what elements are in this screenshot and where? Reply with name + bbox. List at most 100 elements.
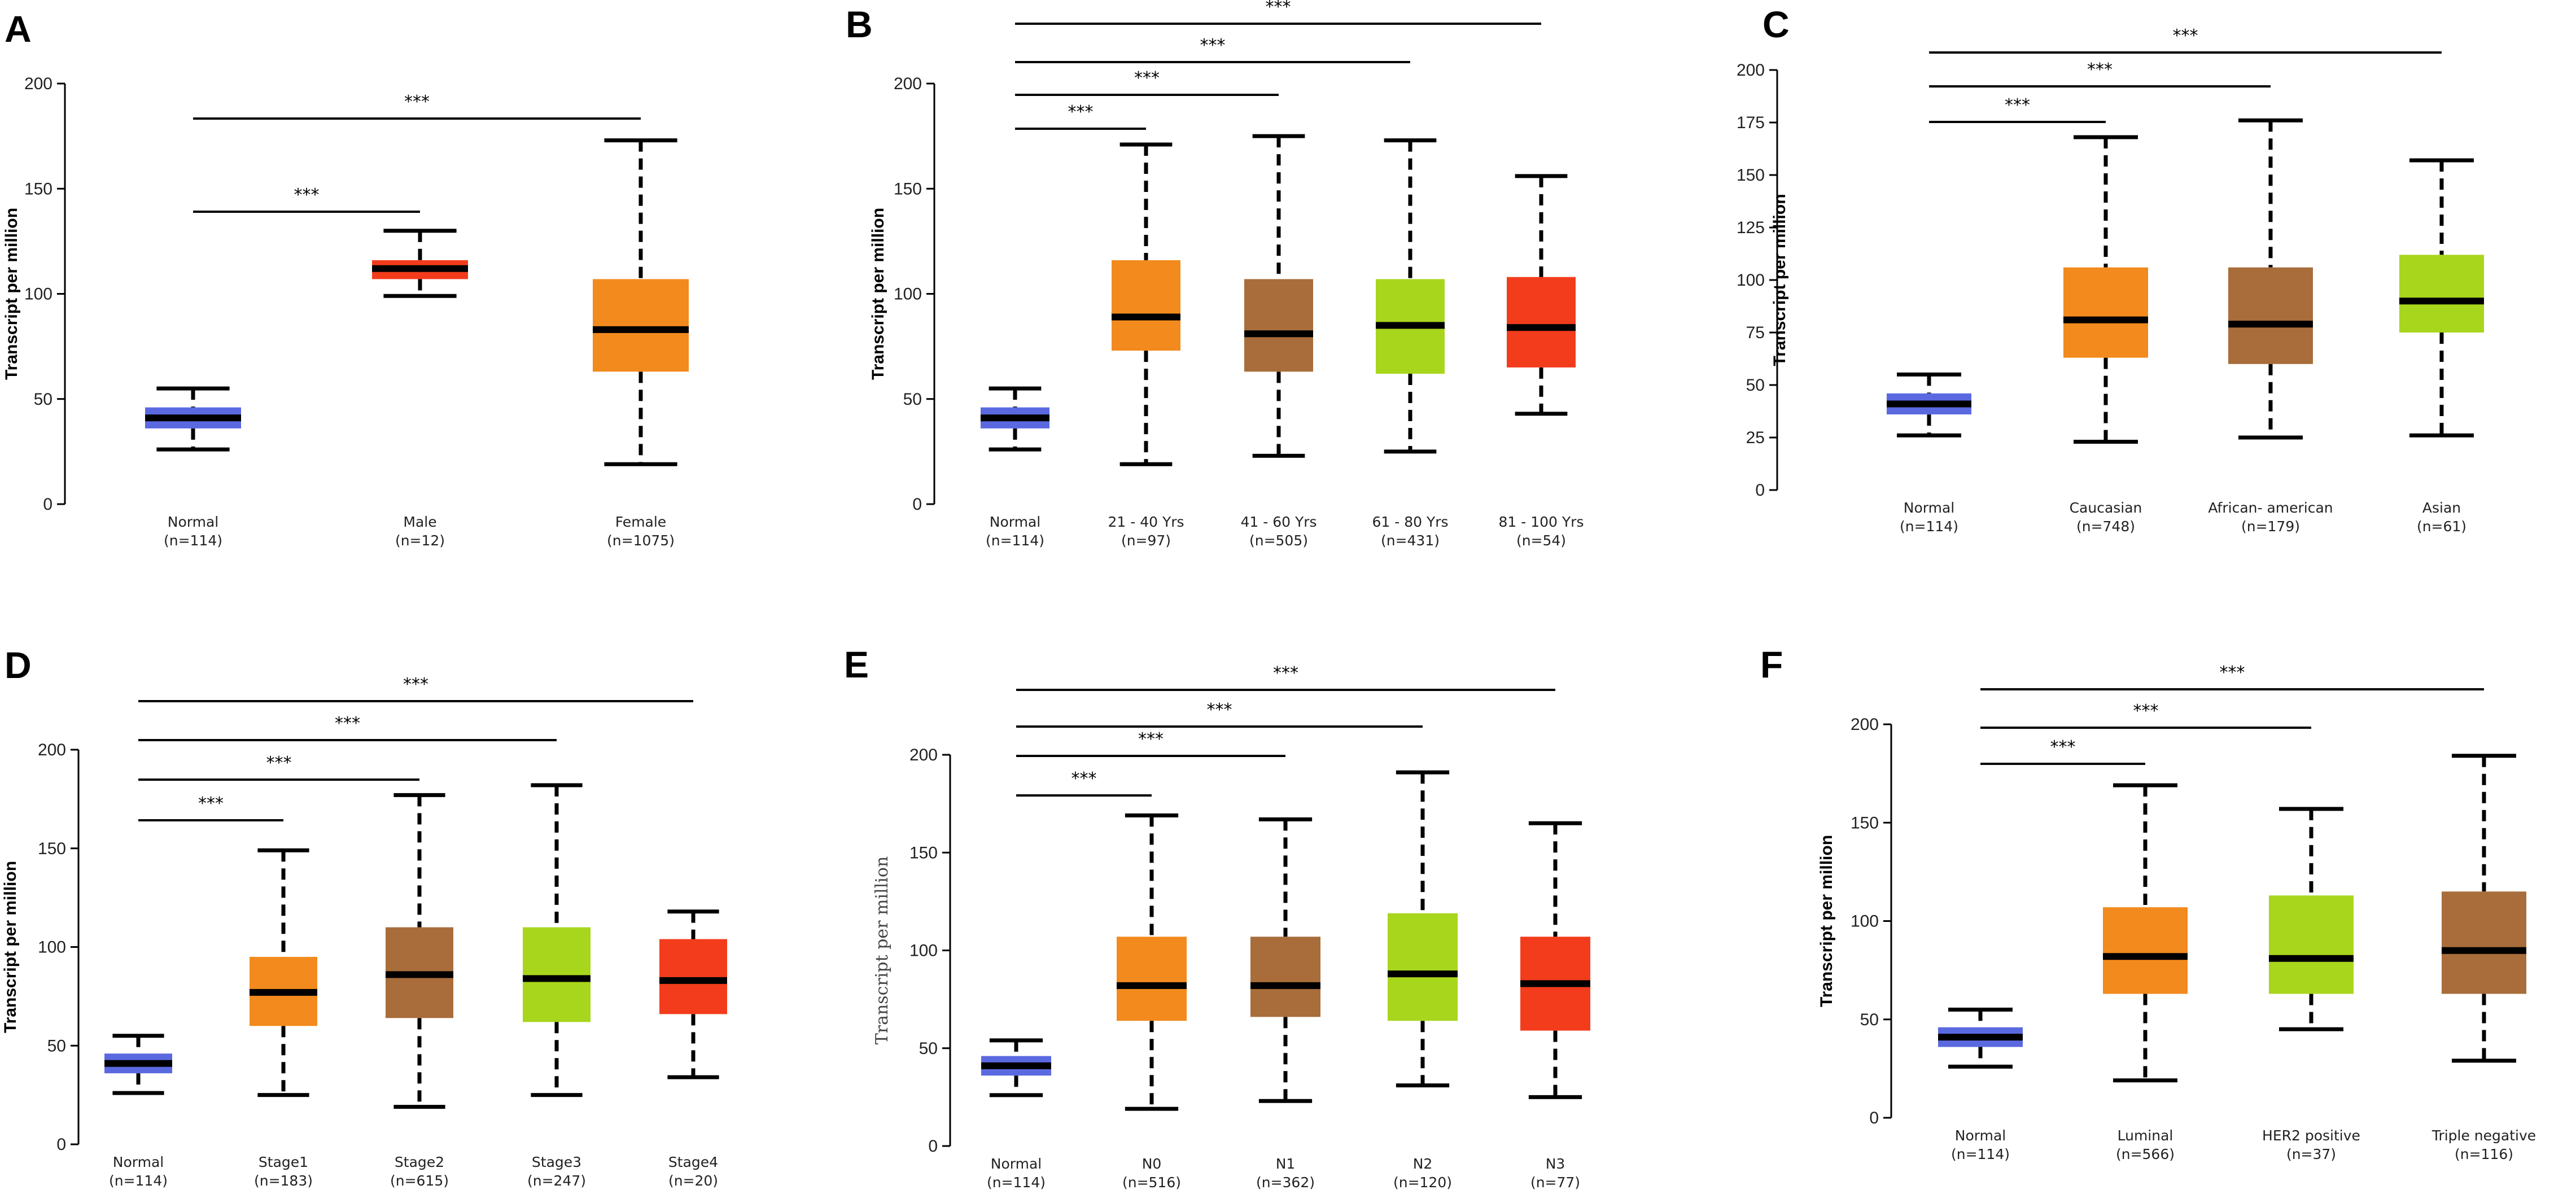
box-asian xyxy=(2399,158,2484,438)
y-tick-label: 50 xyxy=(919,1039,938,1058)
x-category-label: Stage1 xyxy=(259,1154,308,1170)
x-sample-size-label: (n=114) xyxy=(1951,1146,2010,1162)
significance-label: *** xyxy=(266,753,292,773)
x-category-label: Female xyxy=(615,514,666,530)
x-category-label: Stage2 xyxy=(395,1154,444,1170)
significance-label: *** xyxy=(2220,663,2245,683)
x-category-label: Triple negative xyxy=(2431,1127,2536,1144)
significance-label: *** xyxy=(335,714,360,733)
significance-label: *** xyxy=(2133,701,2159,721)
box-luminal xyxy=(2103,783,2188,1083)
box-n2 xyxy=(1388,770,1458,1088)
x-category-label: N3 xyxy=(1546,1156,1565,1172)
y-tick-label: 0 xyxy=(928,1137,938,1156)
y-tick-label: 0 xyxy=(1755,481,1765,500)
significance-label: *** xyxy=(1134,68,1160,88)
y-tick-label: 100 xyxy=(38,938,66,957)
significance-label: *** xyxy=(2005,95,2030,115)
box-normal xyxy=(145,386,241,452)
x-sample-size-label: (n=97) xyxy=(1121,532,1171,549)
box-21-40-yrs xyxy=(1112,142,1180,466)
significance-label: *** xyxy=(404,92,430,112)
x-sample-size-label: (n=54) xyxy=(1516,532,1566,549)
y-tick-label: 50 xyxy=(1860,1011,1879,1029)
x-sample-size-label: (n=114) xyxy=(109,1173,168,1189)
x-category-label: 81 - 100 Yrs xyxy=(1499,514,1584,530)
x-category-label: African- american xyxy=(2208,500,2333,516)
y-axis-title: Transcript per million xyxy=(2,208,21,380)
box-normal xyxy=(981,1038,1051,1097)
y-axis-title: Transcript per million xyxy=(869,208,887,380)
box-n1 xyxy=(1250,817,1320,1103)
x-sample-size-label: (n=114) xyxy=(986,532,1044,549)
y-tick-label: 200 xyxy=(1851,715,1879,734)
iqr-box xyxy=(1117,937,1187,1021)
box-african-american xyxy=(2228,118,2313,440)
y-axis-title: Transcript per million xyxy=(1,861,20,1033)
panel-label: A xyxy=(5,8,32,50)
y-tick-label: 200 xyxy=(909,746,938,764)
y-axis-title: Transcript per million xyxy=(872,856,892,1045)
significance-label: *** xyxy=(1273,663,1298,683)
x-category-label: N2 xyxy=(1413,1156,1433,1172)
y-tick-label: 200 xyxy=(24,75,53,93)
y-axis-title: Transcript per million xyxy=(1817,835,1836,1007)
box-n3 xyxy=(1520,821,1590,1099)
panel-d: D Transcript per million 0 50 100 150 200 Norma… xyxy=(1,644,727,1189)
significance-label: *** xyxy=(1138,729,1164,749)
x-category-label: Normal xyxy=(991,1156,1042,1172)
x-category-label: Male xyxy=(403,514,436,530)
panel-b: B Transcript per million 0 50 100 150 200 Norma… xyxy=(846,0,1584,549)
x-sample-size-label: (n=120) xyxy=(1393,1174,1452,1191)
panel-f: F Transcript per million 0 50 100 150 200 Norma… xyxy=(1760,644,2536,1162)
y-tick-label: 200 xyxy=(894,75,922,93)
panel-label: B xyxy=(846,3,873,45)
y-tick-label: 150 xyxy=(909,843,938,862)
panel-label: D xyxy=(5,644,32,686)
y-tick-label: 150 xyxy=(894,180,922,198)
x-category-label: 41 - 60 Yrs xyxy=(1240,514,1317,530)
x-sample-size-label: (n=77) xyxy=(1530,1174,1580,1191)
y-tick-label: 25 xyxy=(1746,428,1765,447)
y-tick-label: 50 xyxy=(47,1036,66,1055)
x-category-label: Normal xyxy=(990,514,1040,530)
iqr-box xyxy=(1388,913,1458,1021)
x-category-label: Stage3 xyxy=(532,1154,581,1170)
panel-label: C xyxy=(1762,3,1790,45)
x-category-label: N0 xyxy=(1142,1156,1162,1172)
significance-label: *** xyxy=(403,675,428,694)
x-category-label: Normal xyxy=(1904,500,1954,516)
x-category-label: Caucasian xyxy=(2070,500,2142,516)
y-tick-label: 100 xyxy=(894,285,922,304)
y-tick-label: 100 xyxy=(24,285,53,304)
box-n0 xyxy=(1117,813,1187,1111)
x-category-label: HER2 positive xyxy=(2262,1127,2360,1144)
panel-e: E Transcript per million 0 50 100 150 200 Norma… xyxy=(844,644,1590,1191)
y-tick-label: 0 xyxy=(43,495,53,514)
x-category-label: Normal xyxy=(113,1154,164,1170)
x-category-label: Asian xyxy=(2422,500,2461,516)
x-sample-size-label: (n=247) xyxy=(527,1173,586,1189)
x-sample-size-label: (n=566) xyxy=(2116,1146,2175,1162)
x-category-label: Normal xyxy=(168,514,218,530)
iqr-box xyxy=(1507,277,1576,368)
x-sample-size-label: (n=114) xyxy=(987,1174,1046,1191)
box-male xyxy=(372,229,468,298)
box-stage3 xyxy=(523,783,591,1097)
x-category-label: Luminal xyxy=(2118,1127,2173,1144)
iqr-box xyxy=(523,927,591,1022)
y-tick-label: 50 xyxy=(903,390,922,409)
iqr-box xyxy=(1244,279,1313,372)
significance-label: *** xyxy=(2173,26,2198,46)
significance-label: *** xyxy=(2050,737,2076,757)
y-tick-label: 150 xyxy=(38,839,66,858)
box-normal xyxy=(1887,372,1971,438)
significance-label: *** xyxy=(1200,36,1226,55)
iqr-box xyxy=(2399,255,2484,333)
iqr-box xyxy=(1112,260,1180,351)
y-tick-label: 0 xyxy=(912,495,922,514)
significance-label: *** xyxy=(1207,700,1232,720)
y-tick-label: 0 xyxy=(56,1135,66,1154)
y-tick-label: 100 xyxy=(909,942,938,960)
